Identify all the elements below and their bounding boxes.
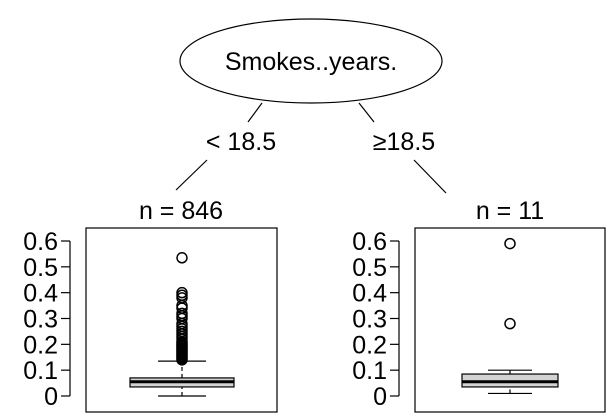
y-tick-label-left: 0 bbox=[44, 383, 58, 411]
split-label-right: ≥18.5 bbox=[373, 128, 435, 156]
outliers-right bbox=[504, 237, 516, 330]
split-label-left: < 18.5 bbox=[206, 128, 276, 156]
y-tick-label-left: 0.4 bbox=[23, 280, 58, 308]
y-axis-ticks-right: 00.10.20.30.40.50.6 bbox=[352, 228, 399, 411]
edge-left-lower bbox=[175, 159, 208, 191]
boxplot-right bbox=[461, 369, 559, 395]
edge-right-lower bbox=[413, 159, 447, 194]
root-node: Smokes..years. bbox=[179, 18, 443, 104]
y-tick-label-left: 0.3 bbox=[23, 306, 58, 334]
y-tick-label-left: 0.1 bbox=[23, 357, 58, 385]
root-node-label: Smokes..years. bbox=[225, 48, 397, 76]
boxplot-left bbox=[129, 360, 235, 397]
outlier-point-left bbox=[176, 252, 188, 264]
y-axis-ticks-left: 00.10.20.30.40.50.6 bbox=[23, 228, 70, 411]
y-tick-label-right: 0.5 bbox=[352, 254, 387, 282]
root-node-ellipse bbox=[179, 18, 443, 104]
y-tick-label-right: 0.4 bbox=[352, 280, 387, 308]
y-tick-label-left: 0.5 bbox=[23, 254, 58, 282]
node-count-right: n = 11 bbox=[476, 197, 544, 225]
outliers-left bbox=[176, 252, 188, 366]
plot-frame-right bbox=[414, 227, 606, 413]
y-tick-label-right: 0 bbox=[373, 383, 387, 411]
terminal-node-left: n = 846 00.10.20.30.40.50.6 bbox=[23, 197, 278, 413]
y-tick-label-left: 0.6 bbox=[23, 228, 58, 256]
edge-right-upper bbox=[358, 102, 375, 123]
y-tick-label-right: 0.2 bbox=[352, 331, 387, 359]
outlier-point-left bbox=[176, 286, 188, 299]
y-tick-label-right: 0.1 bbox=[352, 357, 387, 385]
y-tick-label-right: 0.6 bbox=[352, 228, 387, 256]
y-tick-label-right: 0.3 bbox=[352, 306, 387, 334]
outlier-point-right bbox=[504, 237, 516, 250]
outlier-point-left bbox=[176, 307, 188, 320]
y-tick-label-left: 0.2 bbox=[23, 331, 58, 359]
node-count-left: n = 846 bbox=[139, 197, 223, 225]
edge-left-upper bbox=[247, 102, 263, 123]
terminal-node-right: n = 11 00.10.20.30.40.50.6 bbox=[352, 197, 606, 413]
plot-frame-left bbox=[85, 227, 278, 413]
outlier-point-right bbox=[504, 317, 516, 330]
